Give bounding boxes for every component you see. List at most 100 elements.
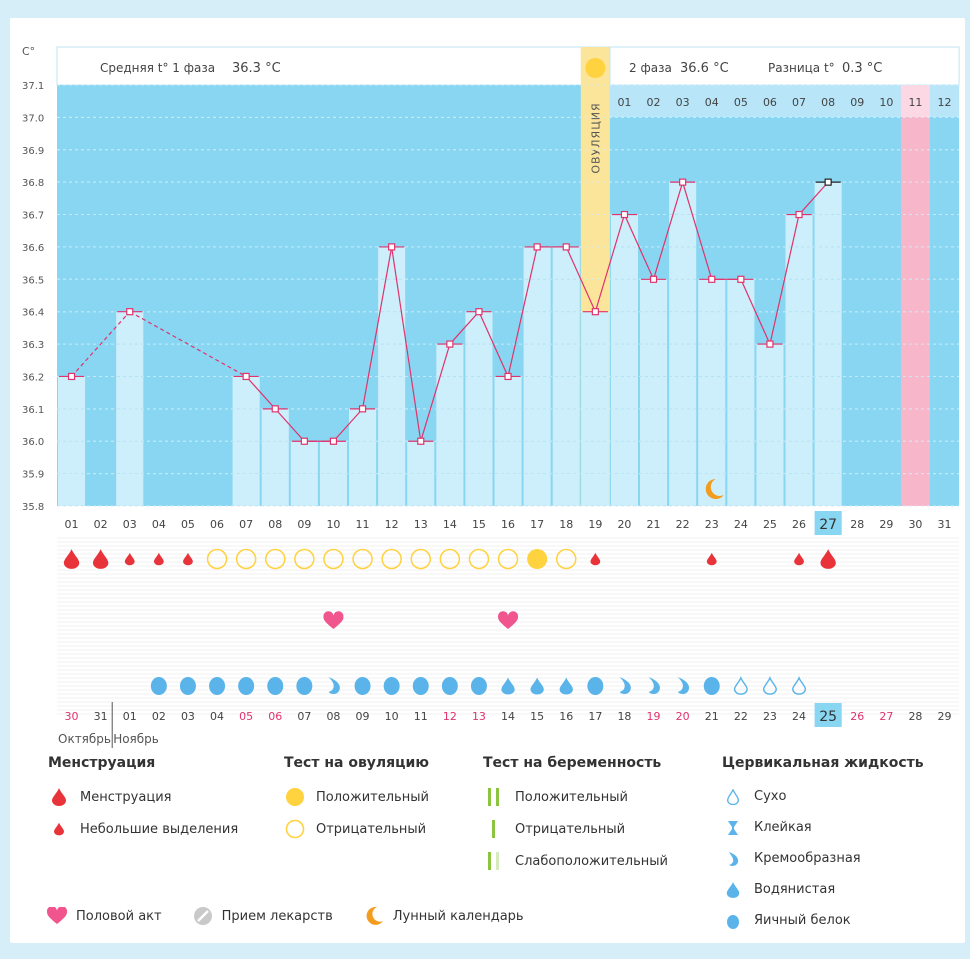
calendar-date: 28 <box>908 710 922 723</box>
spotting-drop-icon <box>183 552 193 566</box>
legend-item: Клейкая <box>722 812 924 843</box>
legend-item: Отрицательный <box>483 813 668 845</box>
phase2-day-number: 08 <box>821 96 835 109</box>
calendar-date: 25 <box>819 709 837 725</box>
temperature-bar <box>698 279 726 506</box>
y-axis-label: C° <box>22 45 35 58</box>
legend-title: Тест на беременность <box>483 755 662 771</box>
temperature-line-segment <box>449 311 480 345</box>
calendar-date: 17 <box>588 710 602 723</box>
y-tick-label: 36.4 <box>22 308 44 319</box>
calendar-date: 23 <box>763 710 777 723</box>
x-tick-label: 29 <box>879 518 893 531</box>
temperature-line-segment <box>740 279 771 345</box>
x-tick-label: 15 <box>472 518 486 531</box>
legend-label: Отрицательный <box>316 821 427 837</box>
calendar-date: 02 <box>152 710 166 723</box>
legend-label: Положительный <box>515 789 628 805</box>
legend-item: Отрицательный <box>284 813 429 845</box>
spotting-drop-icon <box>153 552 164 566</box>
calendar-date: 26 <box>850 710 864 723</box>
spotting-drop-icon <box>124 552 135 566</box>
temperature-point <box>737 275 745 283</box>
temperature-point <box>591 308 599 316</box>
watery-drop-icon <box>530 677 544 695</box>
legend-ovulation-test: Тест на овуляцию Положительный Отрицател… <box>284 755 429 845</box>
drop-large-red-icon <box>48 786 70 808</box>
egg-white-icon <box>470 677 487 695</box>
legend-label: Клейкая <box>754 820 812 835</box>
watery-drop-icon <box>501 677 515 695</box>
calendar-date: 10 <box>385 710 399 723</box>
temperature-point <box>329 437 338 445</box>
legend-item: Яичный белок <box>722 905 924 936</box>
pink-day-header <box>900 85 930 117</box>
highlighted-date-bg <box>814 703 842 727</box>
calendar-date: 09 <box>356 710 370 723</box>
heart-icon <box>46 905 68 927</box>
calendar-date: 11 <box>414 710 428 723</box>
dry-drop-icon <box>762 676 777 695</box>
egg-white-icon <box>267 677 284 695</box>
creamy-icon <box>648 677 660 695</box>
temperature-line-segment <box>594 214 626 312</box>
watery-drop-icon <box>559 677 573 695</box>
y-tick-label: 36.0 <box>22 437 44 448</box>
drop-outline-blue-icon <box>722 786 744 808</box>
double-bar-faint-green-icon <box>483 850 505 872</box>
egg-white-icon <box>238 677 255 695</box>
highlighted-day-bg <box>814 511 842 535</box>
temperature-point <box>620 210 629 219</box>
y-tick-label: 36.2 <box>22 372 44 383</box>
x-tick-label: 16 <box>501 518 515 531</box>
x-tick-label: 02 <box>94 518 108 531</box>
x-tick-label: 05 <box>181 518 195 531</box>
diff-label: Разница t° <box>768 61 835 75</box>
temperature-line-segment <box>420 343 451 442</box>
phase1-value: 36.3 °C <box>232 61 281 76</box>
temperature-point <box>67 372 76 381</box>
legend-item: Положительный <box>483 781 668 813</box>
calendar-date: 21 <box>705 710 719 723</box>
x-tick-label: 31 <box>938 518 952 531</box>
ovulation-test-negative-icon <box>265 548 286 570</box>
ovulation-label: ОВУЛЯЦИЯ <box>589 102 602 173</box>
menstruation-drop-icon <box>820 549 836 569</box>
pink-day-column <box>900 85 930 506</box>
phase2-label: 2 фаза <box>629 61 672 75</box>
temperature-point <box>504 372 512 381</box>
temperature-bar <box>349 408 377 506</box>
x-tick-label: 07 <box>239 518 253 531</box>
legend-item: Менструация <box>48 781 238 813</box>
legend-label: Половой акт <box>76 908 162 924</box>
legend-item: Сухо <box>722 781 924 812</box>
ovulation-sun-icon <box>585 58 606 78</box>
temperature-line-segment <box>333 408 363 442</box>
y-tick-label: 36.6 <box>22 243 44 254</box>
temperature-bar <box>785 214 813 507</box>
x-tick-label: 03 <box>123 518 137 531</box>
intercourse-heart-icon <box>497 611 519 629</box>
temperature-point <box>824 178 832 186</box>
ovulation-test-negative-icon <box>206 548 228 570</box>
temperature-point <box>388 243 396 251</box>
creamy-icon <box>328 677 340 695</box>
x-tick-label: 26 <box>792 518 806 531</box>
ovulation-test-positive-icon <box>527 549 548 569</box>
temperature-point <box>649 275 658 283</box>
temperature-bar <box>640 279 668 506</box>
legend-title: Тест на овуляцию <box>284 755 429 771</box>
x-tick-label: 12 <box>385 518 399 531</box>
calendar-date: 27 <box>879 710 893 723</box>
x-tick-label: 08 <box>268 518 282 531</box>
temperature-line-segment <box>478 311 509 377</box>
egg-white-icon <box>441 677 458 695</box>
temperature-point <box>300 437 308 445</box>
creamy-blue-icon <box>722 848 744 870</box>
egg-white-icon <box>179 677 196 695</box>
temperature-point <box>126 308 134 316</box>
legend-item: Небольшие выделения <box>48 813 238 845</box>
egg-white-icon <box>209 677 226 695</box>
temperature-point <box>533 243 541 251</box>
temperature-point <box>708 275 716 283</box>
